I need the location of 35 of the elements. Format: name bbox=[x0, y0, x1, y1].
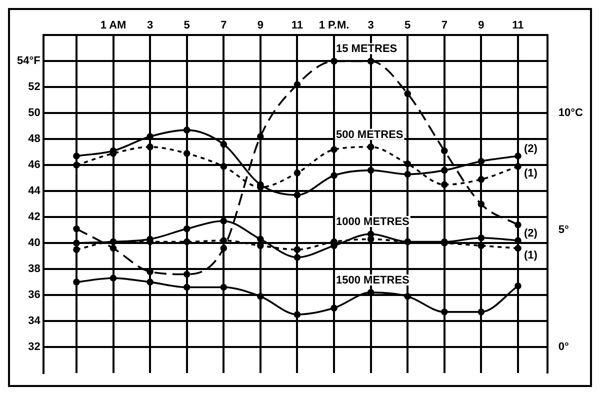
y-tick-label: 44 bbox=[28, 185, 42, 198]
y-tick-label: 50 bbox=[28, 107, 40, 120]
series-label: (2) bbox=[524, 143, 538, 156]
y-tick-label: 38 bbox=[28, 263, 40, 276]
annotation: 1500 METRES bbox=[336, 274, 410, 286]
series-label: (1) bbox=[524, 249, 538, 262]
x-tick-label: 5 bbox=[404, 20, 411, 32]
annotation: 1000 METRES bbox=[336, 216, 410, 228]
annotation: 500 METRES bbox=[336, 128, 404, 141]
x-tick-label: 9 bbox=[478, 20, 484, 32]
y-tick-label: 40 bbox=[28, 237, 40, 250]
x-tick-label: 3 bbox=[146, 20, 154, 32]
x-tick-label: 11 bbox=[291, 20, 304, 32]
y-tick-label: 42 bbox=[28, 211, 40, 224]
series-label: (1) bbox=[524, 167, 538, 180]
x-tick-label: 5 bbox=[184, 20, 190, 32]
x-tick-label: 7 bbox=[220, 20, 227, 32]
x-tick-label: 3 bbox=[368, 20, 374, 32]
y-tick-label: 36 bbox=[28, 289, 40, 302]
series-label: (2) bbox=[524, 228, 538, 240]
x-tick-label: 1 P.M. bbox=[318, 20, 350, 32]
y-tick-label: 46 bbox=[28, 159, 40, 172]
x-tick-label: 1 AM bbox=[100, 20, 126, 32]
y2-tick-label: 0° bbox=[558, 341, 569, 354]
y-tick-label: 54°F bbox=[16, 55, 41, 68]
x-tick-label: 9 bbox=[257, 20, 264, 32]
y-tick-label: 52 bbox=[28, 81, 40, 94]
y2-tick-label: 10°C bbox=[558, 107, 584, 120]
x-tick-label: 7 bbox=[441, 20, 448, 32]
annotation: 15 METRES bbox=[336, 43, 398, 56]
y2-tick-label: 5° bbox=[558, 224, 569, 236]
y-tick-label: 32 bbox=[28, 341, 40, 354]
y-tick-label: 48 bbox=[28, 133, 40, 146]
x-tick-label: 11 bbox=[512, 20, 524, 32]
y-tick-label: 34 bbox=[28, 315, 42, 328]
